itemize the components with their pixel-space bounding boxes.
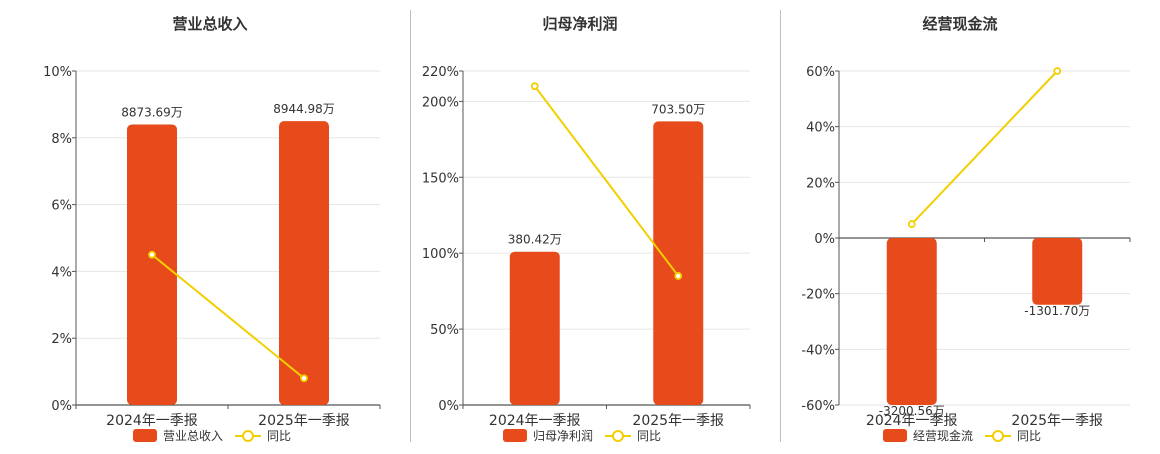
x-category-label: 2025年一季报 (632, 413, 724, 429)
yoy-line (151, 253, 305, 380)
legend-bar-swatch (883, 429, 907, 442)
y-tick-label: 0% (438, 399, 459, 414)
y-tick-label: 40% (806, 121, 835, 136)
bar-value-label: 8944.98万 (273, 102, 335, 116)
legend-line-label: 同比 (267, 429, 291, 443)
yoy-point (674, 272, 683, 280)
yoy-line (911, 70, 1058, 225)
legend-bar-label: 归母净利润 (533, 429, 593, 443)
y-tick-label: 100% (422, 247, 459, 262)
y-tick-label: -60% (801, 399, 835, 414)
bar-value-label: -3200.56万 (879, 404, 945, 418)
bar (653, 121, 704, 406)
y-tick-label: 8% (51, 132, 72, 147)
y-tick-label: 4% (51, 265, 72, 280)
bar-value-label: -1301.70万 (1024, 304, 1090, 318)
bar-value-label: 380.42万 (508, 233, 562, 247)
x-category-label: 2025年一季报 (258, 413, 350, 429)
legend-line-marker (242, 430, 254, 442)
y-tick-label: 2% (51, 332, 72, 347)
y-tick-label: -40% (801, 343, 835, 358)
yoy-point (907, 220, 916, 228)
yoy-line (533, 85, 680, 277)
y-tick-label: 6% (51, 199, 72, 214)
legend-bar-swatch (503, 429, 527, 442)
y-tick-label: 200% (422, 95, 459, 110)
y-tick-label: 220% (422, 65, 459, 80)
y-tick-label: 20% (806, 176, 835, 191)
y-tick-label: 0% (51, 399, 72, 414)
y-tick-label: 10% (43, 65, 72, 80)
y-tick-label: 60% (806, 65, 835, 80)
bar (509, 251, 560, 405)
y-tick-label: -20% (801, 288, 835, 303)
chart-title: 经营现金流 (922, 15, 997, 33)
legend-line-marker (612, 430, 624, 442)
x-category-label: 2024年一季报 (106, 413, 198, 429)
legend-line-label: 同比 (637, 429, 661, 443)
yoy-point (1053, 67, 1062, 75)
y-tick-label: 50% (430, 323, 459, 338)
legend-bar-label: 营业总收入 (163, 429, 223, 443)
legend-line-label: 同比 (1017, 429, 1041, 443)
bar (127, 124, 177, 405)
yoy-point (300, 374, 308, 383)
bar-value-label: 8873.69万 (121, 105, 183, 119)
x-category-label: 2025年一季报 (1011, 413, 1103, 429)
chart-title: 营业总收入 (172, 15, 247, 33)
legend-bar-swatch (133, 429, 157, 442)
bar (886, 238, 937, 405)
legend-line-marker (992, 430, 1004, 442)
y-tick-label: 150% (422, 171, 459, 186)
yoy-point (530, 82, 539, 91)
bar (1032, 238, 1083, 305)
legend-bar-label: 经营现金流 (913, 428, 973, 443)
y-tick-label: 0% (814, 232, 835, 247)
x-category-label: 2024年一季报 (866, 413, 958, 429)
bar (279, 121, 329, 405)
yoy-point (148, 250, 156, 259)
x-category-label: 2024年一季报 (489, 413, 581, 429)
chart-title: 归母净利润 (542, 15, 617, 33)
bar-value-label: 703.50万 (651, 102, 705, 116)
